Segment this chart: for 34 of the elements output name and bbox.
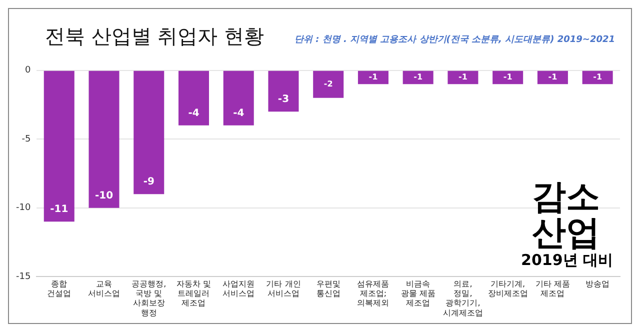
data-label: -1 [368,72,378,82]
data-label: -11 [50,204,68,216]
annotation: 감소 산업 [531,177,602,253]
data-label: -2 [324,79,333,88]
x-tick-label: 교육 서비스업 [88,279,120,298]
x-tick-label: 사업지원 서비스업 [222,279,255,298]
x-tick-label: 기타 개인 서비스업 [266,279,301,298]
data-label: -1 [548,72,558,82]
chart-title: 전북 산업별 취업자 현황 [45,23,264,50]
data-label: -1 [593,72,602,82]
x-tick-label: 우편및 통신업 [316,279,340,298]
x-tick-label: 종합 건설업 [47,279,72,298]
data-label: -1 [414,72,423,82]
y-tick-label: -10 [16,203,31,214]
x-tick-label: 공공행정, 국방 및 사회보장 행정 [132,279,166,318]
x-tick-label: 방송업 [586,279,610,288]
annotation: 2019년 대비 [521,251,613,269]
y-tick-label: -5 [22,134,31,144]
x-tick-label: 자동차 및 트레일러 제조업 [176,279,212,308]
data-label: -4 [233,108,244,119]
y-tick-label: -15 [16,272,31,282]
data-label: -1 [503,72,513,82]
x-tick-label: 기타 제품 제조업 [535,279,570,298]
x-tick-label: 기타기계, 장비제조업 [488,279,528,298]
data-label: -1 [458,72,468,82]
x-tick-label: 섬유제품 제조업; 의복제외 [357,279,390,308]
x-tick-label: 의료,정밀,광학기기,시계제조업 [442,279,483,318]
data-label: -3 [278,94,290,106]
data-label: -9 [143,176,154,188]
data-label: -10 [94,190,114,202]
chart-subtitle: 단위 : 천명 . 지역별 고용조사 상반기(전국 소분류, 시도대분류) 2019~2021 [294,34,615,46]
x-tick-label: 비금속 광물 제품 제조업 [400,279,436,308]
data-label: -4 [188,108,200,119]
y-tick-label: 0 [24,66,31,76]
